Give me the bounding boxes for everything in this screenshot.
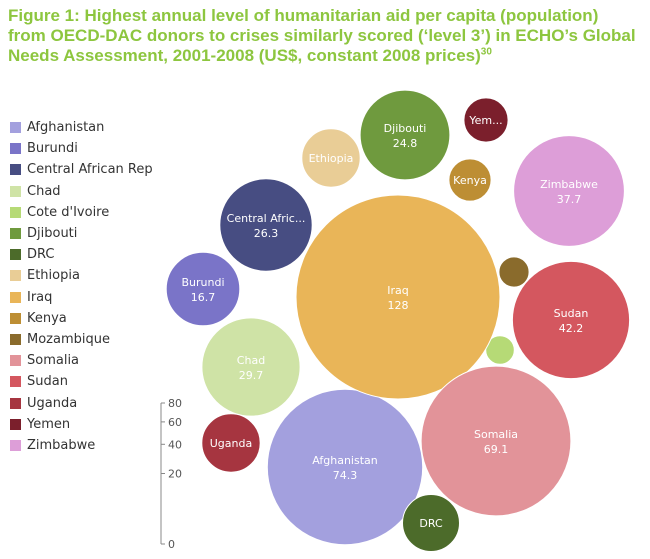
legend-label: Kenya	[27, 310, 67, 326]
bubble-value-label: 24.8	[393, 137, 418, 150]
legend-item: Somalia	[10, 350, 180, 371]
legend-label: Afghanistan	[27, 120, 105, 136]
scale-tick-label: 40	[168, 438, 182, 451]
footnote-marker: 30	[480, 46, 492, 58]
bubble-value-label: 29.7	[239, 369, 264, 382]
legend-label: Iraq	[27, 289, 53, 305]
bubble-label: Burundi	[181, 276, 224, 289]
bubble-burundi	[165, 251, 241, 327]
scale-tick-label: 80	[168, 397, 182, 410]
legend-item: Zimbabwe	[10, 435, 180, 456]
bubble-sudan	[511, 260, 631, 380]
legend-swatch	[10, 376, 21, 388]
chart-title-text: Figure 1: Highest annual level of humani…	[8, 6, 636, 65]
legend-label: Zimbabwe	[27, 437, 96, 453]
legend-label: Cote d'Ivoire	[27, 204, 110, 220]
bubble-label: Kenya	[453, 174, 487, 187]
bubble-value-label: 37.7	[557, 193, 582, 206]
bubble-label: Sudan	[554, 307, 589, 320]
legend-label: Chad	[27, 183, 61, 199]
bubble-somalia	[420, 365, 572, 517]
bubble-value-label: 69.1	[484, 443, 509, 456]
legend-item: Burundi	[10, 138, 180, 159]
scale-tick-label: 0	[168, 538, 175, 551]
bubble-chad	[201, 317, 301, 417]
legend-item: Chad	[10, 181, 180, 202]
legend-swatch	[10, 397, 21, 409]
legend-item: Afghanistan	[10, 117, 180, 138]
legend-swatch	[10, 143, 21, 155]
bubble-djibouti	[359, 89, 451, 181]
bubble-value-label: 16.7	[191, 291, 216, 304]
legend-swatch	[10, 418, 21, 430]
bubble-label: Ethiopia	[309, 152, 354, 165]
legend-swatch	[10, 333, 21, 345]
legend-swatch	[10, 270, 21, 282]
bubble-label: Uganda	[210, 437, 252, 450]
legend-item: Kenya	[10, 308, 180, 329]
legend-label: Burundi	[27, 141, 78, 157]
legend-item: Yemen	[10, 414, 180, 435]
legend-swatch	[10, 228, 21, 240]
bubble-drc	[402, 494, 460, 552]
chart-title: Figure 1: Highest annual level of humani…	[8, 6, 638, 66]
legend-swatch	[10, 185, 21, 197]
bubble-iraq	[295, 194, 501, 400]
legend-swatch	[10, 291, 21, 303]
legend-swatch	[10, 355, 21, 367]
legend-item: Central African Rep	[10, 159, 180, 180]
bubble-zimbabwe	[513, 135, 625, 247]
bubble-label: Iraq	[387, 284, 409, 297]
bubble-label: Chad	[237, 354, 265, 367]
bubble-label: Djibouti	[384, 122, 427, 135]
scale-tick-label: 20	[168, 468, 182, 481]
legend-label: Uganda	[27, 395, 78, 411]
legend-label: Yemen	[27, 416, 71, 432]
legend-item: Ethiopia	[10, 265, 180, 286]
legend-item: Djibouti	[10, 223, 180, 244]
bubble-value-label: 74.3	[333, 469, 358, 482]
legend-label: DRC	[27, 247, 55, 263]
bubble-label: DRC	[419, 517, 443, 530]
legend-label: Mozambique	[27, 331, 110, 347]
legend-label: Somalia	[27, 353, 80, 369]
bubble-mozambique	[498, 256, 530, 288]
legend-item: Sudan	[10, 371, 180, 392]
bubble-central-african-rep	[219, 178, 313, 272]
bubble-label: Zimbabwe	[540, 178, 598, 191]
legend-label: Central African Rep	[27, 162, 153, 178]
legend-label: Djibouti	[27, 226, 78, 242]
legend-swatch	[10, 164, 21, 176]
bubble-afghanistan	[266, 388, 424, 546]
legend-swatch	[10, 312, 21, 324]
bubble-label: Afghanistan	[312, 454, 378, 467]
legend-swatch	[10, 206, 21, 218]
bubble-ethiopia	[301, 128, 361, 188]
bubble-label: Central Afric...	[227, 212, 306, 225]
bubble-uganda	[201, 413, 261, 473]
legend: Afghanistan Burundi Central African Rep Cha…	[10, 117, 180, 456]
size-scale-axis: 0 20 40 60 80	[160, 397, 182, 551]
legend-swatch	[10, 439, 21, 451]
legend-label: Ethiopia	[27, 268, 80, 284]
legend-item: Cote d'Ivoire	[10, 202, 180, 223]
scale-tick-label: 60	[168, 416, 182, 429]
bubble-value-label: 26.3	[254, 227, 279, 240]
bubble-label: Somalia	[474, 428, 518, 441]
bubble-value-label: 128	[388, 299, 409, 312]
legend-item: DRC	[10, 244, 180, 265]
legend-item: Uganda	[10, 392, 180, 413]
legend-swatch	[10, 122, 21, 134]
legend-item: Iraq	[10, 287, 180, 308]
bubbles-group: Afghanistan 74.3 Burundi 16.7 Central Afric.…	[165, 89, 631, 552]
bubble-yemen	[463, 97, 509, 143]
bubble-label: Yem...	[468, 114, 502, 127]
legend-item: Mozambique	[10, 329, 180, 350]
legend-label: Sudan	[27, 374, 68, 390]
legend-swatch	[10, 249, 21, 261]
bubble-value-label: 42.2	[559, 322, 584, 335]
bubble-kenya	[448, 158, 492, 202]
